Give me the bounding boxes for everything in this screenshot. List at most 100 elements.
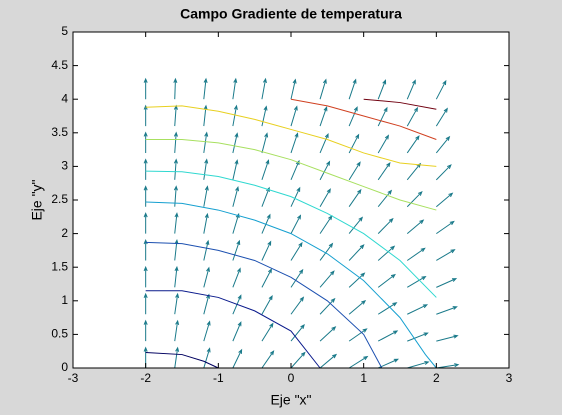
quiver-arrow [174, 319, 180, 342]
x-tick-label: 1 [360, 371, 367, 385]
quiver-arrow [174, 292, 180, 315]
quiver-arrow [290, 268, 304, 288]
contour-line [145, 105, 437, 167]
quiver-arrow [261, 350, 275, 369]
chart-title: Campo Gradiente de temperatura [180, 6, 402, 22]
quiver-arrow [377, 106, 388, 127]
quiver-arrow [173, 158, 178, 180]
quiver-arrow [406, 79, 416, 100]
quiver-arrow [348, 216, 364, 234]
quiver-arrow [436, 334, 459, 342]
quiver-arrow [232, 294, 242, 315]
quiver-arrow [232, 321, 242, 342]
quiver-arrow [406, 219, 425, 234]
quiver-arrow [143, 292, 148, 315]
quiver-arrow [319, 160, 331, 181]
contour-line [145, 139, 437, 211]
quiver-arrow [407, 332, 429, 342]
quiver-arrow [348, 133, 360, 154]
y-axis-label: Eje "y" [29, 179, 45, 220]
quiver-arrow [290, 186, 301, 207]
quiver-arrow [261, 294, 273, 315]
marks [143, 77, 460, 369]
quiver-arrow [232, 267, 241, 288]
quiver-arrow [377, 79, 387, 100]
quiver-arrow [436, 278, 458, 288]
quiver-arrow [348, 106, 358, 127]
quiver-arrow [232, 77, 238, 100]
x-tick-label: 3 [506, 371, 513, 385]
y-tick-label: 1 [61, 293, 68, 307]
contour-line [145, 352, 219, 369]
x-tick-label: -1 [213, 371, 224, 385]
quiver-arrow [203, 293, 210, 315]
quiver-arrow [290, 78, 297, 100]
quiver-arrow [203, 131, 209, 154]
x-tick-label: -2 [140, 371, 151, 385]
quiver-arrow [203, 185, 209, 207]
quiver-arrow [203, 77, 208, 100]
quiver-arrow [319, 132, 329, 154]
quiver-arrow [348, 188, 362, 208]
quiver-arrow [290, 323, 305, 342]
quiver-arrow [436, 249, 456, 261]
quiver-arrow [377, 161, 391, 181]
y-tick-label: 4.5 [51, 58, 68, 72]
quiver-arrow [203, 239, 210, 261]
quiver-arrow [436, 192, 454, 208]
quiver-arrow [143, 77, 148, 100]
quiver-arrow [435, 164, 452, 181]
quiver-arrow [319, 242, 334, 261]
quiver-arrow [143, 212, 148, 234]
quiver-arrow [203, 266, 210, 288]
quiver-arrow [290, 132, 299, 154]
quiver-arrow [261, 132, 269, 154]
y-tick-label: 3.5 [51, 125, 68, 139]
quiver-arrow [174, 346, 180, 369]
quiver-arrow [435, 107, 448, 127]
quiver-arrow [203, 212, 209, 234]
quiver-arrow [319, 297, 336, 315]
contour-line [290, 98, 437, 140]
contour-line [145, 170, 437, 298]
quiver-arrow [261, 159, 270, 180]
quiver-arrow [406, 191, 423, 208]
quiver-arrow [261, 186, 270, 207]
contour-line [145, 290, 321, 369]
quiver-arrow [173, 131, 178, 153]
y-tick-label: 0 [61, 360, 68, 374]
quiver-arrow [232, 239, 241, 261]
contour-line [145, 201, 437, 369]
quiver-arrow [232, 104, 238, 127]
quiver-arrow [436, 306, 458, 315]
quiver-arrow [377, 273, 396, 288]
quiver-arrow [319, 353, 338, 369]
quiver-arrow [143, 104, 148, 127]
quiver-arrow [290, 241, 303, 261]
quiver-arrow [261, 105, 268, 127]
quiver-arrow [377, 217, 394, 234]
quiver-arrow [203, 158, 209, 180]
quiver-arrow [232, 348, 243, 369]
quiver-arrow [407, 275, 427, 288]
quiver-arrow [143, 158, 148, 180]
quiver-arrow [261, 322, 274, 342]
quiver-arrow [143, 265, 148, 288]
quiver-arrow [406, 106, 419, 127]
quiver-arrow [348, 272, 366, 288]
y-tick-label: 4 [61, 91, 68, 105]
quiver-arrow [319, 326, 337, 342]
y-tick-label: 2.5 [51, 192, 68, 206]
quiver-arrow [143, 185, 148, 207]
y-tick-label: 1.5 [51, 259, 68, 273]
quiver-arrow [174, 265, 179, 288]
quiver-arrow [261, 77, 267, 100]
x-axis-label: Eje "x" [270, 392, 311, 408]
x-tick-label: 2 [433, 371, 440, 385]
quiver-arrow [348, 355, 369, 369]
quiver-arrow [232, 212, 240, 234]
quiver-arrow [377, 302, 398, 315]
quiver-arrow [143, 131, 148, 153]
quiver-arrow [290, 214, 302, 234]
quiver-arrow [348, 244, 365, 261]
